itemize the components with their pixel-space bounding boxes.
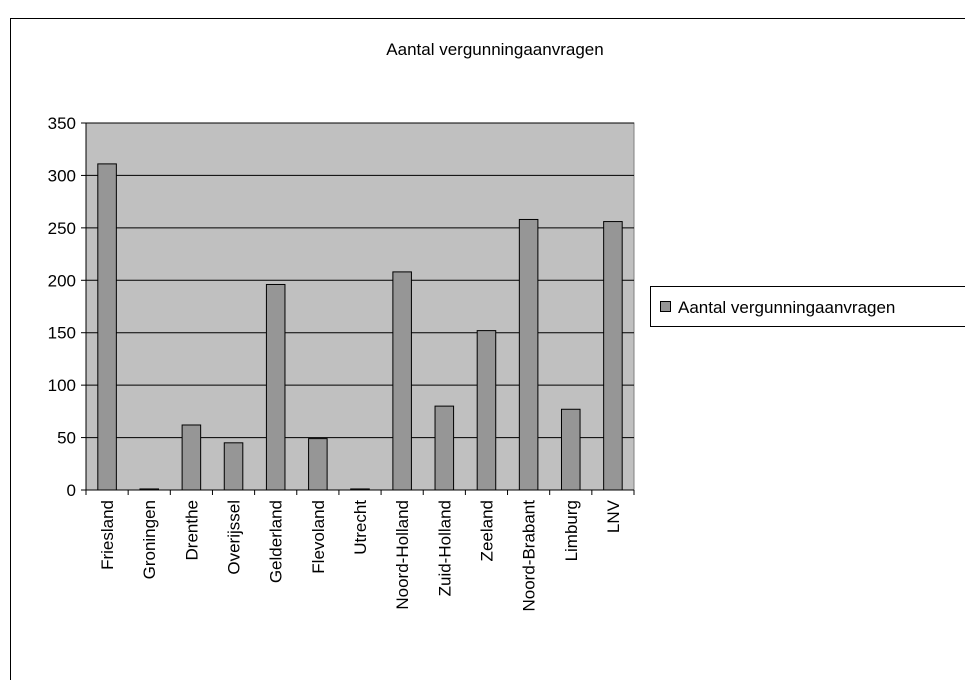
y-tick-label: 250	[48, 219, 76, 238]
bar	[308, 438, 328, 491]
x-tick-label: Utrecht	[351, 500, 370, 555]
bar	[518, 218, 539, 491]
plot-area	[85, 122, 635, 491]
x-tick-label: Groningen	[140, 500, 159, 579]
legend-box	[650, 286, 965, 327]
y-tick-label: 50	[57, 429, 76, 448]
bar	[97, 163, 117, 491]
y-tick-label: 100	[48, 376, 76, 395]
bar	[560, 408, 581, 491]
x-tick-label: Noord-Brabant	[520, 500, 539, 612]
bar	[392, 271, 412, 491]
bar	[265, 283, 286, 491]
chart-title: Aantal vergunningaanvragen	[386, 40, 603, 59]
x-tick-label: Zuid-Holland	[435, 500, 454, 596]
x-tick-label: Friesland	[98, 500, 117, 570]
legend-swatch	[660, 301, 671, 312]
bar	[139, 488, 160, 491]
x-tick-label: Limburg	[562, 500, 581, 561]
y-tick-label: 200	[48, 271, 76, 290]
y-tick-label: 150	[48, 324, 76, 343]
x-tick-label: Zeeland	[477, 500, 496, 561]
x-tick-label: Flevoland	[309, 500, 328, 574]
bar	[434, 405, 455, 491]
y-tick-label: 0	[67, 481, 76, 500]
y-tick-label: 300	[48, 166, 76, 185]
y-tick-label: 350	[48, 114, 76, 133]
x-tick-label: Drenthe	[182, 500, 201, 560]
bar	[603, 221, 623, 491]
bar	[350, 488, 370, 491]
bar	[223, 442, 244, 491]
x-tick-label: Overijssel	[225, 500, 244, 575]
x-tick-label: Noord-Holland	[393, 500, 412, 610]
legend-label: Aantal vergunningaanvragen	[678, 298, 895, 317]
x-tick-label: LNV	[604, 499, 623, 533]
x-tick-label: Gelderland	[267, 500, 286, 583]
bar	[476, 330, 497, 491]
bar	[181, 424, 202, 491]
